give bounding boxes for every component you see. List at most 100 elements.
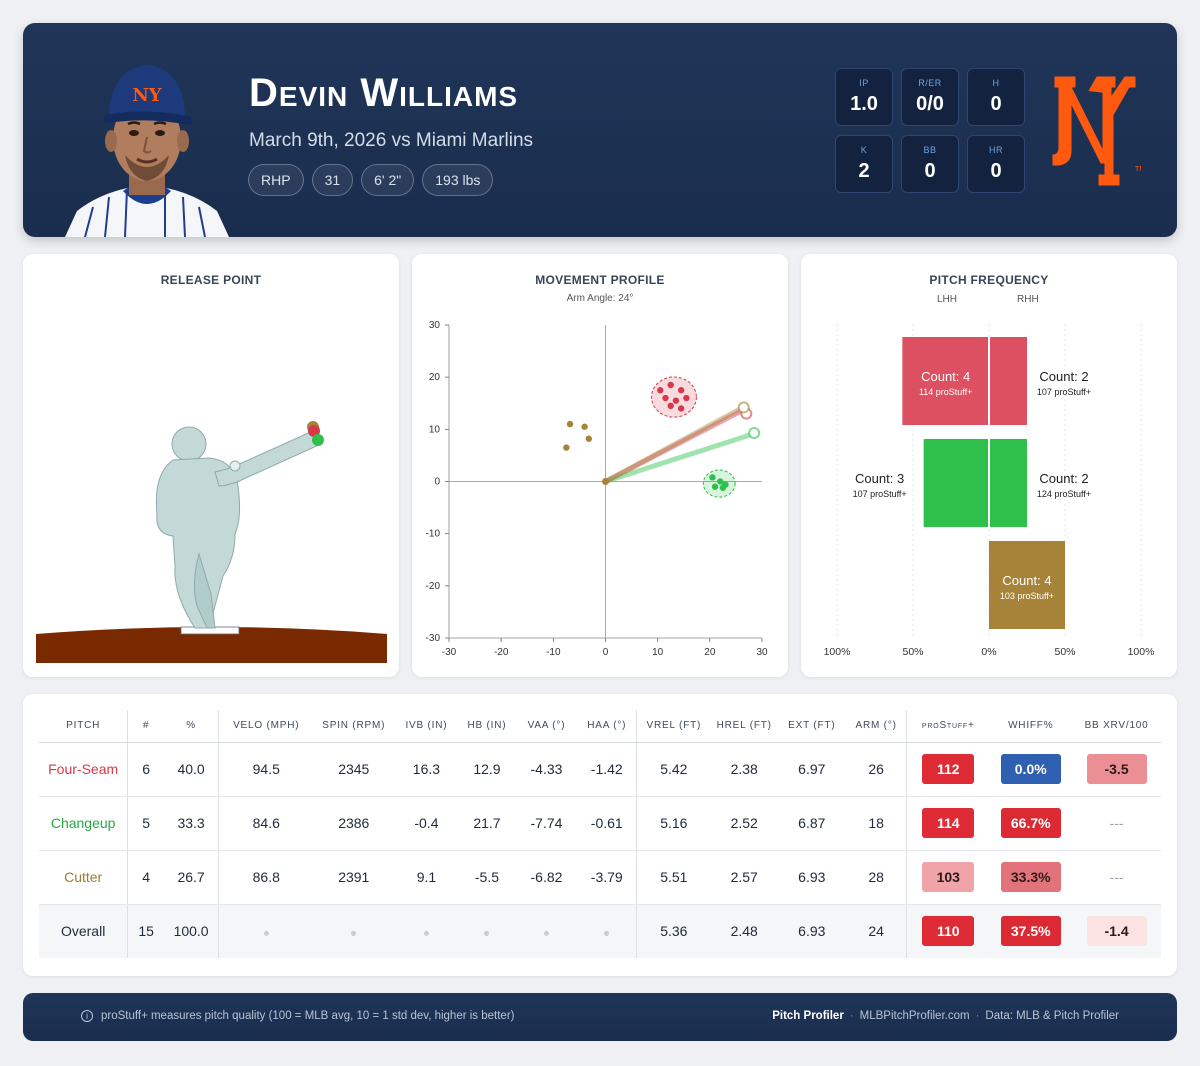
four-seam-rhh-count: Count: 2 [1039, 369, 1088, 384]
four-seam-pitch-point [667, 381, 674, 389]
metric-cell: 2.57 [710, 850, 778, 905]
site-link[interactable]: MLBPitchProfiler.com [859, 1010, 970, 1022]
col-whiff: WHIFF% [989, 710, 1073, 743]
metric-cell: -0.4 [394, 796, 459, 851]
metric-cell: 84.6 [218, 796, 314, 851]
metric-cell: 100.0 [164, 904, 220, 958]
movement-profile-title: MOVEMENT PROFILE [535, 273, 665, 287]
bb-xrv-cell: --- [1072, 796, 1161, 851]
bb-xrv-badge: --- [1109, 869, 1124, 885]
svg-text:NY: NY [132, 85, 162, 106]
four-seam-release-marker [308, 425, 320, 437]
changeup-pitch-point [722, 481, 729, 488]
metric-cell: 5.16 [636, 796, 711, 851]
footer-credits: Pitch Profiler · MLBPitchProfiler.com · Data… [772, 1010, 1119, 1022]
stat-ip: IP 1.0 [835, 68, 893, 126]
metric-cell: 86.8 [218, 850, 314, 905]
four-seam-pitch-point [677, 405, 685, 412]
changeup-lhh-count: Count: 3 [855, 471, 904, 486]
prostuff-badge: 103 [922, 862, 975, 892]
freq-tick-label: 100% [1128, 646, 1155, 658]
stat-label: BB [923, 145, 937, 155]
four-seam-rhh-prostuff: 107 proStuff+ [1037, 387, 1091, 397]
changeup-pitch-point [709, 474, 716, 481]
col-spin: SPIN (rpm) [313, 710, 395, 743]
changeup-rhh-prostuff: 124 proStuff+ [1037, 489, 1091, 499]
col-haa: HAA (°) [577, 710, 637, 743]
metric-cell: -3.79 [577, 850, 637, 905]
col-velo: VELO (mph) [218, 710, 314, 743]
metric-cell: -4.33 [515, 742, 578, 797]
whiff-cell: 33.3% [989, 850, 1073, 905]
x-tick-label: -10 [546, 647, 561, 658]
empty-value-dot [543, 931, 549, 937]
bb-xrv-cell: -3.5 [1072, 742, 1161, 797]
pitch-name-cell: Cutter [39, 850, 129, 905]
col-vrel: vREL (ft) [636, 710, 711, 743]
metric-cell: 6.93 [777, 904, 847, 958]
metric-cell: 28 [846, 850, 908, 905]
metric-cell [515, 904, 578, 958]
table-row: Cutter 4 26.7 86.8 2391 9.1 -5.5 -6.82 -3.79 5.51… [39, 850, 1161, 905]
x-tick-label: -20 [494, 647, 509, 658]
whiff-badge: 33.3% [1000, 862, 1061, 892]
metric-cell: 94.5 [218, 742, 314, 797]
four-seam-lhh-prostuff: 114 proStuff+ [919, 387, 972, 397]
empty-value-dot [351, 931, 357, 937]
metric-cell: -5.5 [458, 850, 516, 905]
four-seam-pitch-point [667, 402, 674, 410]
stat-value: 0 [990, 93, 1002, 115]
metric-cell [577, 904, 637, 958]
stat-label: IP [859, 78, 869, 88]
cutter-arm-line [603, 405, 744, 484]
metric-cell: 2.52 [710, 796, 778, 851]
whiff-badge: 66.7% [1000, 808, 1061, 838]
player-headshot: NY [65, 51, 229, 237]
stat-value: 2 [858, 160, 870, 182]
x-tick-label: 30 [756, 647, 768, 658]
stat-label: R/ER [918, 78, 942, 88]
prostuff-cell: 103 [906, 850, 990, 905]
bb-xrv-badge: -1.4 [1086, 916, 1147, 947]
stat-label: HR [989, 145, 1003, 155]
metric-cell [458, 904, 516, 958]
svg-text:TM: TM [1134, 165, 1141, 173]
whiff-cell: 66.7% [989, 796, 1073, 851]
cutter-pitch-point [581, 423, 588, 430]
game-subtitle: March 9th, 2026 vs Miami Marlins [249, 130, 534, 151]
x-tick-label: 0 [603, 647, 609, 658]
metric-cell: 2.48 [710, 904, 778, 958]
prostuff-cell: 110 [906, 904, 990, 958]
prostuff-badge: 110 [922, 916, 975, 947]
metric-cell: 5.36 [636, 904, 711, 958]
age-pill: 31 [311, 164, 354, 196]
data-source: Data: MLB & Pitch Profiler [985, 1010, 1119, 1022]
metric-cell: 12.9 [458, 742, 516, 797]
pitch-name-cell: Four-Seam [39, 742, 129, 797]
brand-name: Pitch Profiler [772, 1010, 844, 1022]
metric-cell: 2.38 [710, 742, 778, 797]
col-hb: HB (in) [458, 710, 516, 743]
metric-cell: 6.87 [777, 796, 847, 851]
four-seam-pitch-point [662, 394, 669, 402]
x-tick-label: 20 [704, 647, 716, 658]
stat-label: H [992, 78, 1000, 88]
metric-cell: 4 [127, 850, 165, 905]
release-point-panel: RELEASE POINT [23, 254, 399, 677]
metric-cell [394, 904, 459, 958]
four-seam-cluster-ellipse [651, 376, 697, 418]
four-seam-pitch-point [683, 394, 690, 402]
arm-angle-label: Arm Angle: 24° [566, 293, 634, 304]
y-tick-label: 30 [429, 320, 441, 331]
rhh-label: RHH [1017, 294, 1039, 305]
prostuff-note: proStuff+ measures pitch quality (100 = … [101, 1010, 515, 1022]
stat-value: 0/0 [916, 93, 944, 115]
x-tick-label: 10 [652, 647, 664, 658]
whiff-cell: 0.0% [989, 742, 1073, 797]
weight-pill: 193 lbs [422, 164, 494, 196]
metric-cell: 2386 [313, 796, 395, 851]
changeup-pitch-point [717, 478, 724, 485]
metric-cell: 33.3 [164, 796, 220, 851]
